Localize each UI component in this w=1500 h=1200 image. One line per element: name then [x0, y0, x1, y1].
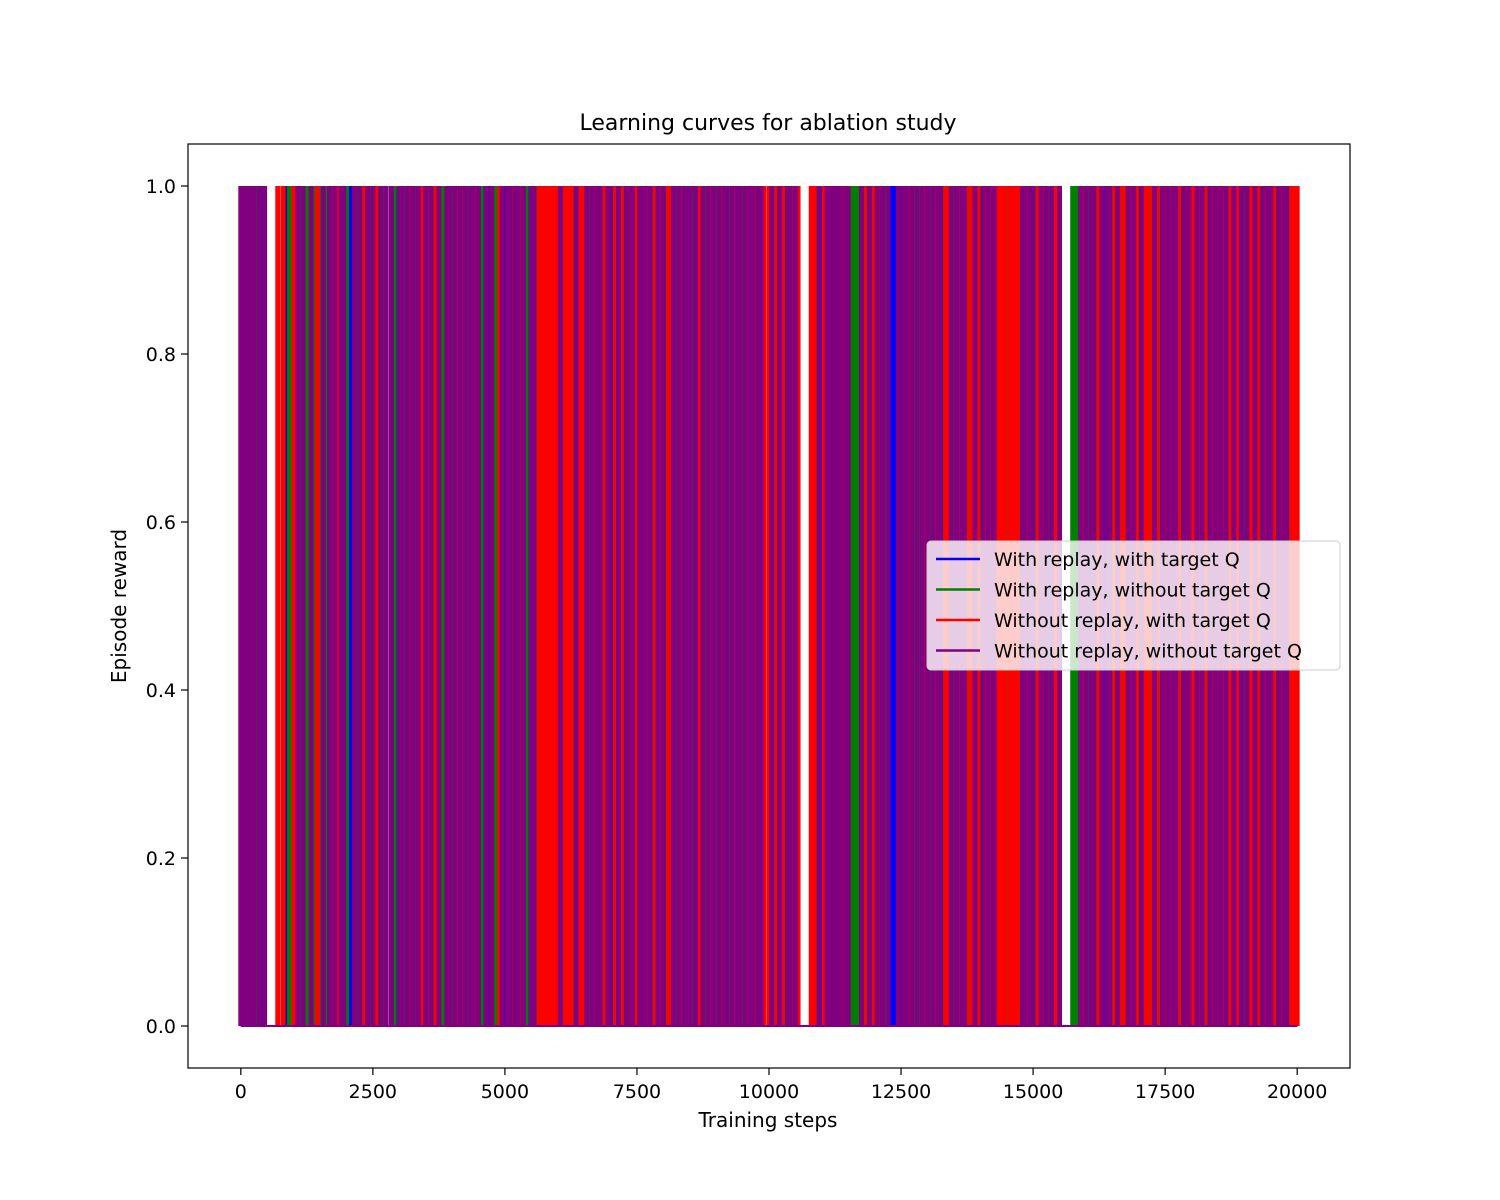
x-tick-label: 2500	[349, 1081, 397, 1103]
legend-box	[926, 540, 1341, 671]
y-tick-label: 1.0	[146, 176, 176, 198]
x-tick-label: 15000	[1003, 1081, 1063, 1103]
y-tick-label: 0.0	[146, 1016, 176, 1038]
legend-label-1: With replay, with target Q	[994, 549, 1240, 571]
x-tick-label: 17500	[1135, 1081, 1195, 1103]
x-axis-label: Training steps	[698, 1108, 838, 1132]
x-axis: 0 2500 5000 7500 10000 12500 15000 17500 20000	[235, 1068, 1327, 1103]
x-tick-label: 0	[235, 1081, 247, 1103]
x-tick-label: 7500	[613, 1081, 661, 1103]
x-tick-label: 12500	[871, 1081, 931, 1103]
legend-label-4: Without replay, without target Q	[994, 641, 1302, 663]
y-axis-label: Episode reward	[107, 529, 131, 683]
y-tick-label: 0.8	[146, 344, 176, 366]
series-4	[238, 186, 1298, 1027]
x-tick-label: 20000	[1267, 1081, 1327, 1103]
legend: With replay, with target Q With replay, w…	[926, 540, 1341, 671]
x-tick-label: 10000	[739, 1081, 799, 1103]
x-tick-label: 5000	[481, 1081, 529, 1103]
legend-label-2: With replay, without target Q	[994, 580, 1271, 602]
y-tick-label: 0.6	[146, 512, 176, 534]
chart-title: Learning curves for ablation study	[579, 111, 956, 136]
y-axis: 0.0 0.2 0.4 0.6 0.8 1.0	[146, 176, 188, 1038]
y-tick-label: 0.4	[146, 680, 176, 702]
legend-label-3: Without replay, with target Q	[994, 610, 1271, 632]
y-tick-label: 0.2	[146, 848, 176, 870]
